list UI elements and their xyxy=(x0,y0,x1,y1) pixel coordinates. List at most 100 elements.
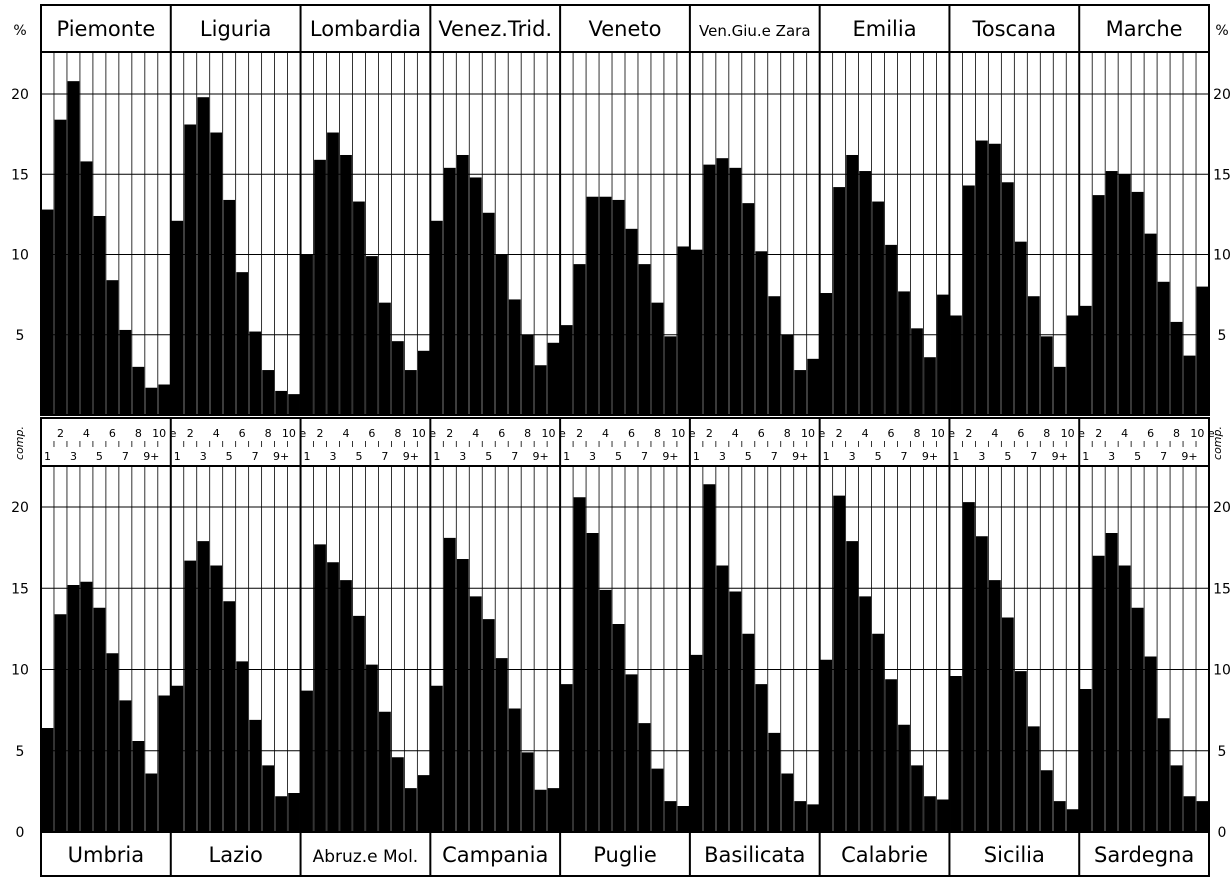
region-label-calabrie: Calabrie xyxy=(841,843,928,867)
top-bar-toscana-4 xyxy=(988,143,1001,415)
top-bar-venez-trid--6 xyxy=(495,254,508,415)
bottom-bar-basilicata-9 xyxy=(794,801,807,832)
top-bar-toscana-5 xyxy=(1001,182,1014,415)
bottom-bar-campania-4 xyxy=(469,596,482,832)
category-label-even: 2 xyxy=(576,427,583,440)
bottom-bar-lazio-10 xyxy=(288,793,300,832)
top-bar-toscana-1 xyxy=(950,315,962,415)
top-bar-venez-trid--4 xyxy=(469,177,482,415)
category-label-even: 8 xyxy=(654,427,661,440)
bottom-bar-umbria-4 xyxy=(80,581,93,832)
top-bar-marche-6 xyxy=(1144,233,1157,415)
top-bar-venez-trid--5 xyxy=(482,212,495,415)
category-label-odd: 1 xyxy=(823,450,830,463)
category-label-even: 4 xyxy=(213,427,220,440)
bottom-bar-umbria-8 xyxy=(132,741,145,832)
bottom-bar-puglie-8 xyxy=(651,768,664,832)
bottom-bar-calabrie-1 xyxy=(820,659,833,832)
bottom-bar-campania-10 xyxy=(547,788,560,832)
top-bar-lombardia-5 xyxy=(353,201,365,415)
category-label-even: 6 xyxy=(239,427,246,440)
category-label-even: 4 xyxy=(83,427,90,440)
bottom-bar-basilicata-5 xyxy=(742,633,755,832)
top-bar-veneto-5 xyxy=(612,199,625,415)
category-label-odd: 1 xyxy=(174,450,181,463)
category-label-odd: 5 xyxy=(485,450,492,463)
bottom-bar-sardegna-9 xyxy=(1183,796,1196,832)
bottom-y-tick-right: 20 xyxy=(1213,500,1231,516)
category-label-odd: 3 xyxy=(978,450,985,463)
category-label-even: 4 xyxy=(732,427,739,440)
top-bar-venez-trid--8 xyxy=(521,334,534,415)
category-label-even: 4 xyxy=(1121,427,1128,440)
bottom-bar-sicilia-2 xyxy=(963,502,975,832)
top-bar-marche-4 xyxy=(1118,174,1131,415)
top-bar-veneto-1 xyxy=(560,325,573,415)
bottom-bar-abruz-e-mol--7 xyxy=(379,711,391,832)
bottom-y-tick-right: 10 xyxy=(1213,663,1231,679)
top-bar-veneto-9 xyxy=(664,336,677,415)
category-label-even: 10 e xyxy=(671,427,695,440)
top-bar-toscana-7 xyxy=(1027,296,1040,415)
region-label-venez-trid-: Venez.Trid. xyxy=(438,17,552,41)
category-label-even: 6 xyxy=(109,427,116,440)
bottom-bar-puglie-4 xyxy=(599,589,612,832)
category-label-even: 8 xyxy=(784,427,791,440)
top-bar-emilia-5 xyxy=(872,201,884,415)
bottom-bar-puglie-10 xyxy=(677,806,690,832)
category-label-even: 8 xyxy=(914,427,921,440)
category-label-even: 8 xyxy=(135,427,142,440)
top-bar-emilia-8 xyxy=(911,328,923,415)
comp-label-right: comp. xyxy=(1211,426,1224,460)
bottom-bar-puglie-2 xyxy=(573,497,586,832)
category-label-odd: 9+ xyxy=(403,450,419,463)
top-bar-liguria-9 xyxy=(275,390,287,415)
bottom-bar-calabrie-10 xyxy=(937,799,949,832)
top-y-tick-left: 5 xyxy=(16,328,25,344)
bottom-bar-sardegna-3 xyxy=(1105,533,1118,832)
bottom-bar-sardegna-4 xyxy=(1118,565,1131,832)
bottom-y-tick-left: 20 xyxy=(11,500,29,516)
top-bar-liguria-1 xyxy=(171,220,184,415)
bottom-y-tick-left: 15 xyxy=(11,581,29,597)
bottom-y-tick-left: 5 xyxy=(16,744,25,760)
top-bar-veneto-4 xyxy=(599,196,612,415)
bottom-bar-calabrie-7 xyxy=(898,724,910,832)
top-bar-liguria-2 xyxy=(184,124,197,416)
category-label-odd: 7 xyxy=(381,450,388,463)
region-label-lazio: Lazio xyxy=(209,843,263,867)
top-bar-ven-giu-e-zara-10 xyxy=(807,358,820,415)
region-label-sardegna: Sardegna xyxy=(1094,843,1194,867)
category-label-even: 6 xyxy=(888,427,895,440)
bottom-bar-puglie-9 xyxy=(664,801,677,832)
top-bar-lombardia-8 xyxy=(392,341,404,415)
category-label-odd: 7 xyxy=(1160,450,1167,463)
region-label-campania: Campania xyxy=(442,843,548,867)
bottom-bar-basilicata-6 xyxy=(755,684,768,832)
bottom-bar-abruz-e-mol--9 xyxy=(404,788,417,832)
top-bar-marche-10 xyxy=(1196,286,1209,415)
top-y-tick-left: 10 xyxy=(11,248,29,264)
top-bar-emilia-1 xyxy=(820,293,833,415)
top-bar-veneto-6 xyxy=(625,228,638,415)
bottom-bar-sardegna-7 xyxy=(1157,718,1170,832)
bottom-bar-lazio-5 xyxy=(223,601,236,832)
bottom-bar-sicilia-7 xyxy=(1027,726,1040,832)
top-bar-ven-giu-e-zara-1 xyxy=(690,249,703,415)
top-bar-marche-1 xyxy=(1079,305,1092,415)
category-label-odd: 1 xyxy=(952,450,959,463)
region-label-liguria: Liguria xyxy=(200,17,272,41)
bottom-bar-umbria-6 xyxy=(106,653,119,832)
top-bar-ven-giu-e-zara-2 xyxy=(703,164,716,415)
category-label-odd: 9+ xyxy=(533,450,549,463)
bottom-y-tick-left: 10 xyxy=(11,663,29,679)
bottom-bar-umbria-9 xyxy=(145,773,158,832)
bottom-bar-basilicata-3 xyxy=(716,565,729,832)
top-y-tick-right: 15 xyxy=(1213,167,1231,183)
bottom-bar-sicilia-6 xyxy=(1014,671,1027,832)
top-bar-ven-giu-e-zara-3 xyxy=(716,158,729,415)
category-label-odd: 9+ xyxy=(1052,450,1068,463)
top-bar-piemonte-6 xyxy=(106,280,119,415)
category-label-even: 4 xyxy=(862,427,869,440)
top-bar-toscana-6 xyxy=(1014,241,1027,415)
